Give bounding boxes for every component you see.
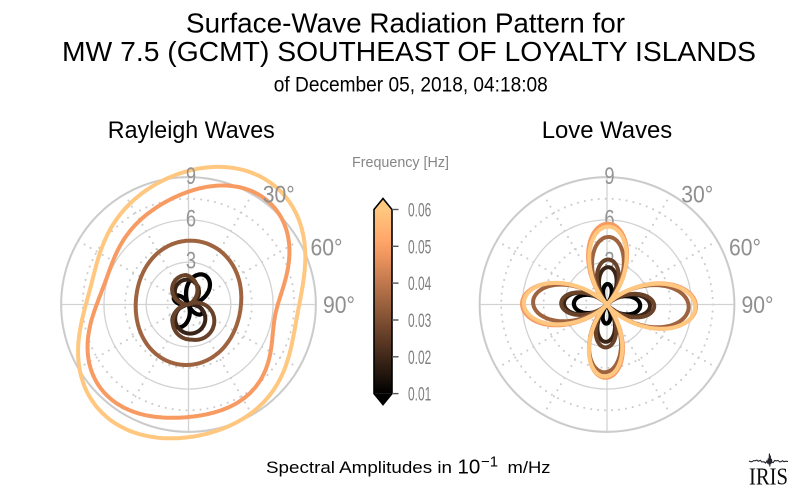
svg-text:IRIS: IRIS — [749, 464, 788, 491]
svg-text:60°: 60° — [729, 234, 761, 261]
svg-text:90°: 90° — [742, 292, 774, 319]
svg-text:0.03: 0.03 — [408, 311, 431, 332]
svg-text:90°: 90° — [323, 292, 355, 319]
svg-text:9: 9 — [186, 163, 196, 190]
svg-text:Frequency [Hz]: Frequency [Hz] — [352, 155, 449, 171]
svg-text:Spectral Amplitudes in: Spectral Amplitudes in — [266, 458, 452, 477]
svg-text:3: 3 — [186, 248, 196, 275]
svg-text:30°: 30° — [263, 181, 295, 208]
svg-text:6: 6 — [186, 205, 196, 232]
svg-text:0.06: 0.06 — [408, 201, 431, 222]
svg-text:9: 9 — [604, 163, 614, 190]
svg-text:60°: 60° — [311, 234, 343, 261]
svg-text:0.02: 0.02 — [408, 348, 431, 369]
svg-text:0.04: 0.04 — [408, 274, 431, 295]
svg-text:Love Waves: Love Waves — [542, 117, 673, 144]
svg-text:−1: −1 — [481, 454, 498, 471]
svg-text:10: 10 — [458, 456, 481, 479]
svg-text:m/Hz: m/Hz — [508, 458, 551, 477]
svg-text:of December 05, 2018, 04:18:08: of December 05, 2018, 04:18:08 — [274, 74, 548, 97]
svg-text:Rayleigh Waves: Rayleigh Waves — [108, 117, 275, 144]
svg-text:Surface-Wave Radiation Pattern: Surface-Wave Radiation Pattern for — [186, 8, 625, 39]
svg-text:6: 6 — [604, 205, 614, 232]
svg-text:0.05: 0.05 — [408, 237, 431, 258]
svg-text:MW 7.5 (GCMT) SOUTHEAST OF LOY: MW 7.5 (GCMT) SOUTHEAST OF LOYALTY ISLAN… — [62, 36, 756, 67]
svg-text:30°: 30° — [681, 181, 713, 208]
svg-text:0.01: 0.01 — [408, 385, 431, 406]
